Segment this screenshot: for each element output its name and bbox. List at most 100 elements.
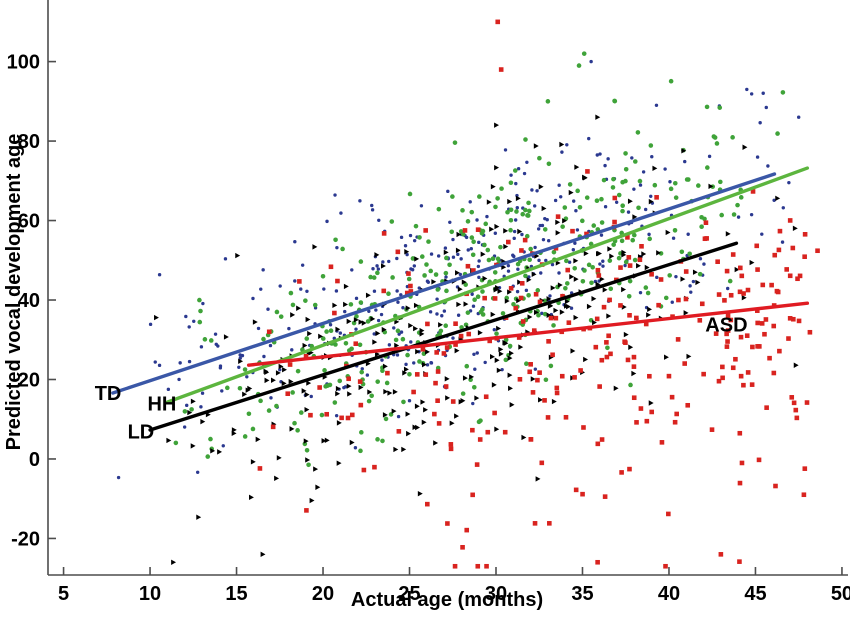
- hh-point: [348, 302, 354, 307]
- ld-point: [541, 205, 547, 212]
- td-point: [683, 159, 687, 164]
- axes-layer: 5 10 15 20 25 30 35 40 45 50 -20 0 20 40 60 80 100: [7, 0, 850, 605]
- td-point: [668, 180, 672, 184]
- hh-point: [633, 159, 638, 164]
- ld-point: [382, 363, 388, 370]
- td-point: [251, 296, 255, 301]
- ld-point: [210, 448, 216, 454]
- hh-point: [775, 131, 780, 136]
- td-point: [259, 287, 263, 291]
- td-point: [638, 183, 643, 187]
- asd-point: [755, 320, 760, 326]
- asd-point: [755, 267, 760, 272]
- td-point: [451, 255, 456, 259]
- td-point: [514, 181, 518, 186]
- td-point: [395, 256, 399, 261]
- asd-point: [724, 331, 729, 337]
- hh-point: [460, 231, 466, 237]
- hh-point: [351, 320, 357, 326]
- ld-point: [606, 313, 612, 319]
- hh-point: [508, 180, 514, 186]
- asd-point: [730, 365, 736, 371]
- hh-point: [304, 447, 310, 453]
- td-point: [559, 195, 563, 199]
- ld-point: [507, 355, 513, 361]
- asd-point: [516, 335, 522, 340]
- td-point: [238, 356, 242, 360]
- ld-point: [346, 383, 352, 389]
- asd-point: [599, 437, 605, 442]
- ld-point: [304, 391, 310, 398]
- td-point: [195, 470, 200, 474]
- td-point: [745, 87, 749, 92]
- asd-point: [537, 299, 543, 305]
- hh-point: [258, 398, 263, 404]
- ld-point: [281, 380, 287, 387]
- td-point: [335, 245, 339, 250]
- asd-point: [519, 248, 524, 253]
- ld-point: [358, 384, 364, 391]
- asd-point: [513, 305, 519, 311]
- hh-point: [512, 168, 518, 173]
- hh-point: [452, 140, 458, 145]
- td-point: [471, 401, 475, 406]
- td-point: [601, 264, 605, 268]
- hh-point: [526, 200, 531, 206]
- asd-regression-line: [246, 301, 810, 367]
- ld-point: [370, 316, 376, 322]
- td-point: [116, 475, 121, 480]
- td-point: [515, 206, 519, 210]
- asd-point: [716, 292, 722, 297]
- asd-point: [773, 483, 778, 489]
- ld-point: [546, 312, 552, 318]
- hh-point: [619, 238, 625, 244]
- td-point: [372, 289, 377, 293]
- asd-point: [777, 348, 782, 354]
- asd-point: [713, 331, 719, 336]
- asd-point: [466, 331, 472, 337]
- asd-point: [597, 384, 602, 389]
- hh-point: [384, 380, 390, 386]
- asd-point: [649, 272, 654, 277]
- ld-point: [417, 490, 423, 497]
- hh-point: [477, 194, 482, 199]
- td-point: [185, 403, 189, 408]
- asd-point: [634, 420, 639, 425]
- asd-point: [593, 344, 599, 350]
- asd-point: [560, 293, 565, 299]
- ld-point: [413, 302, 419, 309]
- td-point: [589, 59, 593, 64]
- asd-point: [528, 437, 534, 442]
- ld-point: [282, 367, 287, 373]
- asd-point: [741, 291, 746, 296]
- ld-point: [686, 353, 692, 360]
- ld-point: [419, 331, 425, 337]
- ld-point: [496, 325, 502, 332]
- ld-point: [231, 427, 237, 433]
- ld-point: [652, 165, 658, 172]
- ld-point: [278, 363, 284, 370]
- asd-point: [759, 321, 765, 326]
- hh-point: [417, 235, 422, 240]
- td-point: [238, 353, 242, 357]
- ld-point: [482, 275, 488, 282]
- hh-point: [173, 440, 179, 446]
- td-point: [781, 206, 785, 210]
- td-point: [540, 311, 544, 316]
- hh-point: [632, 257, 638, 263]
- td-point: [533, 245, 537, 250]
- td-point: [360, 367, 364, 371]
- ld-point: [503, 228, 509, 234]
- asd-point: [477, 437, 483, 442]
- ld-point: [613, 385, 619, 391]
- hh-point: [508, 217, 514, 223]
- asd-point: [737, 289, 743, 295]
- ld-point: [309, 497, 315, 504]
- hh-point: [486, 257, 492, 263]
- hh-point: [599, 196, 604, 202]
- asd-point: [738, 265, 743, 271]
- asd-point: [328, 264, 334, 270]
- td-point: [440, 314, 444, 318]
- td-point: [512, 229, 517, 234]
- hh-point: [528, 246, 533, 252]
